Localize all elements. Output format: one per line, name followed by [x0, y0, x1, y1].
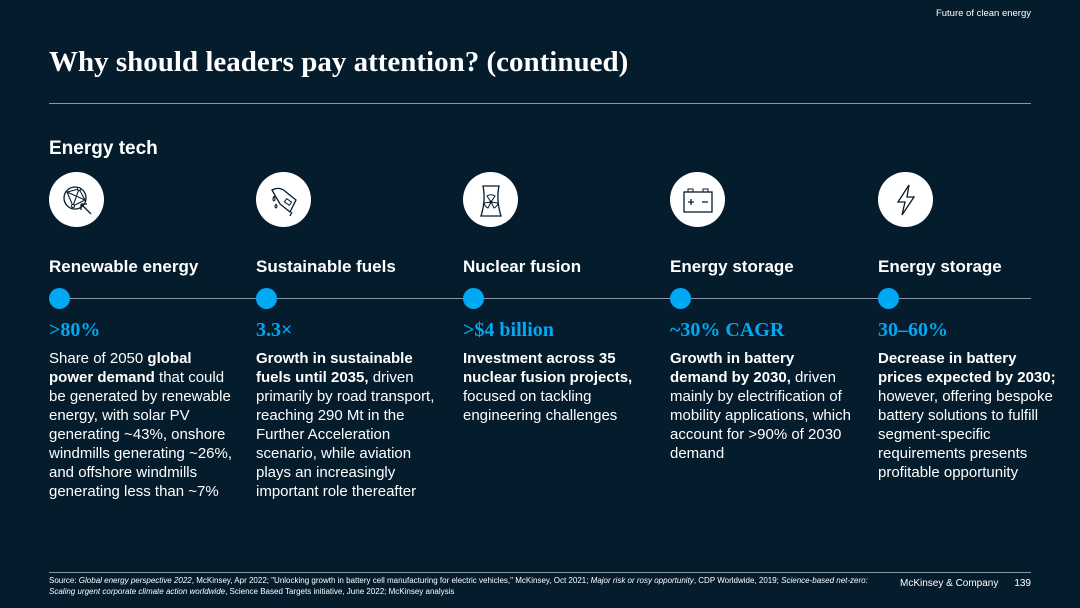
timeline-dot — [256, 288, 277, 309]
energy-tech-column: Sustainable fuels 3.3× Growth in sustain… — [256, 172, 456, 500]
key-stat: >$4 billion — [463, 319, 554, 341]
key-stat: >80% — [49, 319, 101, 341]
description-segment: Investment across 35 nuclear fusion proj… — [463, 350, 633, 386]
source-segment: Science-based net-zero: Scaling urgent c… — [49, 576, 868, 596]
description-segment: however, offering bespoke battery soluti… — [878, 388, 1053, 481]
column-label: Nuclear fusion — [463, 257, 582, 276]
timeline-dot — [49, 288, 70, 309]
energy-tech-column: Renewable energy >80% Share of 2050 glob… — [49, 172, 249, 500]
stat-description: Growth in battery demand by 2030, driven… — [670, 349, 855, 463]
globe-network-cursor-icon — [49, 172, 104, 227]
battery-icon — [670, 172, 725, 227]
description-segment: Growth in battery demand by 2030, — [670, 350, 795, 386]
source-segment: Global energy perspective 2022 — [78, 576, 192, 585]
nuclear-plant-icon — [463, 172, 518, 227]
column-label: Renewable energy — [49, 257, 199, 276]
column-label: Energy storage — [878, 257, 1002, 276]
source-segment: Source: — [49, 576, 79, 585]
key-stat: ~30% CAGR — [670, 319, 785, 341]
key-stat: 3.3× — [256, 319, 293, 341]
report-tag: Future of clean energy — [935, 8, 1031, 19]
source-segment: , CDP Worldwide, 2019; — [693, 576, 782, 585]
description-segment: Decrease in battery prices expected by 2… — [878, 350, 1056, 386]
stat-description: Growth in sustainable fuels until 2035, … — [256, 349, 441, 501]
column-label: Energy storage — [670, 257, 794, 276]
source-segment: , McKinsey, Apr 2022; "Unlocking growth … — [191, 576, 591, 585]
stat-description: Share of 2050 global power demand that c… — [49, 349, 234, 501]
brand-name: McKinsey & Company — [900, 578, 999, 589]
energy-tech-column: Nuclear fusion >$4 billion Investment ac… — [463, 172, 663, 424]
source-note: Source: Global energy perspective 2022, … — [49, 575, 889, 597]
timeline-dot — [878, 288, 899, 309]
timeline-line — [60, 298, 1031, 299]
description-segment: driven mainly by electrification of mobi… — [670, 369, 851, 462]
description-segment: driven primarily by road transport, reac… — [256, 369, 435, 500]
key-stat: 30–60% — [878, 319, 948, 341]
description-segment: that could be generated by renewable ene… — [49, 369, 233, 500]
timeline-dot — [463, 288, 484, 309]
stat-description: Investment across 35 nuclear fusion proj… — [463, 349, 648, 425]
timeline-dot — [670, 288, 691, 309]
fuel-nozzle-icon — [256, 172, 311, 227]
description-segment: Growth in sustainable fuels until 2035, — [256, 350, 413, 386]
description-segment: global power demand — [49, 350, 192, 386]
column-label: Sustainable fuels — [256, 257, 396, 276]
stat-description: Decrease in battery prices expected by 2… — [878, 349, 1063, 482]
description-segment: focused on tackling engineering challeng… — [463, 388, 618, 424]
page-number: 139 — [1014, 578, 1031, 589]
description-segment: Share of 2050 — [49, 350, 148, 367]
source-segment: , Science Based Targets initiative, June… — [225, 587, 455, 596]
title-divider — [49, 103, 1031, 104]
lightning-icon — [878, 172, 933, 227]
footer-divider — [49, 572, 1031, 573]
energy-tech-column: Energy storage 30–60% Decrease in batter… — [878, 172, 1078, 481]
energy-tech-column: Energy storage ~30% CAGR Growth in batte… — [670, 172, 870, 462]
section-heading: Energy tech — [49, 138, 158, 159]
source-segment: Major risk or rosy opportunity — [590, 576, 694, 585]
page-title: Why should leaders pay attention? (conti… — [49, 46, 629, 78]
